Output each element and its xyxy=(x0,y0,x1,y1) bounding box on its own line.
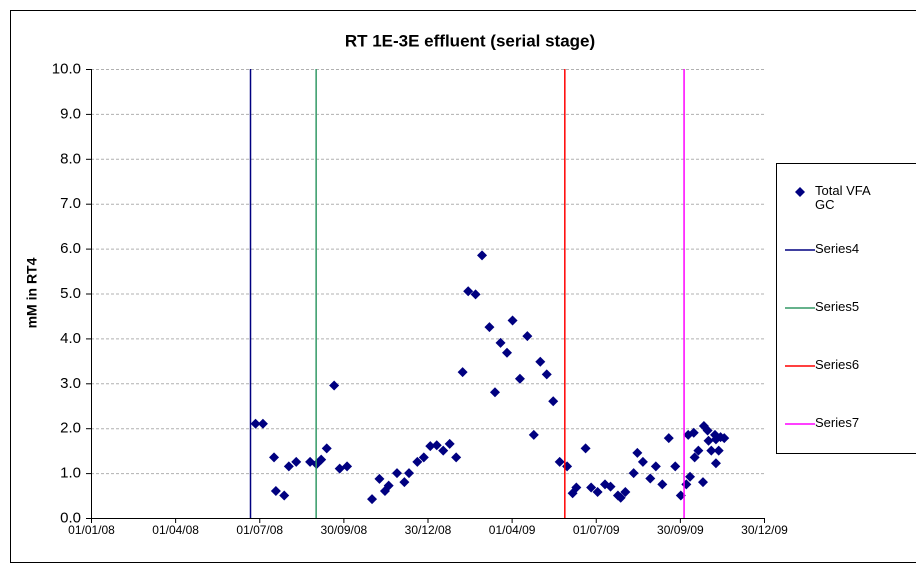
x-tick-label: 01/07/09 xyxy=(573,523,620,537)
y-tick-label: 1.0 xyxy=(60,465,81,482)
legend-symbol xyxy=(785,416,819,454)
x-tick-label: 30/12/08 xyxy=(405,523,452,537)
y-tick-label: 7.0 xyxy=(60,195,81,212)
chart-title: RT 1E-3E effluent (serial stage) xyxy=(345,31,595,50)
y-tick-label: 10.0 xyxy=(52,60,81,77)
x-tick-label: 30/12/09 xyxy=(741,523,788,537)
legend-symbol xyxy=(785,300,819,340)
legend-item: Series6 xyxy=(777,358,916,398)
y-tick-label: 8.0 xyxy=(60,150,81,167)
x-tick-label: 01/04/08 xyxy=(152,523,199,537)
x-tick-label: 30/09/08 xyxy=(321,523,368,537)
legend-symbol xyxy=(785,184,819,224)
legend-symbol xyxy=(785,242,819,282)
x-tick-label: 01/07/08 xyxy=(236,523,283,537)
legend: Total VFA GC Series4 Series5 Series6 Series7 xyxy=(776,163,916,454)
legend-item: Series7 xyxy=(777,416,916,454)
x-tick-label: 01/01/08 xyxy=(68,523,115,537)
legend-item: Series5 xyxy=(777,300,916,340)
legend-label: Series6 xyxy=(815,358,877,372)
y-axis-label: mM in RT4 xyxy=(24,257,40,328)
legend-symbol xyxy=(785,358,819,398)
legend-label: Series5 xyxy=(815,300,877,314)
y-tick-label: 4.0 xyxy=(60,330,81,347)
x-tick-label: 01/04/09 xyxy=(489,523,536,537)
y-tick-label: 6.0 xyxy=(60,240,81,257)
legend-item: Total VFA GC xyxy=(777,184,916,224)
legend-label: Series4 xyxy=(815,242,877,256)
x-tick-label: 30/09/09 xyxy=(657,523,704,537)
legend-label: Total VFA GC xyxy=(815,184,877,212)
y-tick-label: 3.0 xyxy=(60,375,81,392)
legend-item: Series4 xyxy=(777,242,916,282)
y-tick-label: 2.0 xyxy=(60,420,81,437)
y-tick-label: 9.0 xyxy=(60,105,81,122)
y-tick-label: 5.0 xyxy=(60,285,81,302)
legend-label: Series7 xyxy=(815,416,877,430)
legend-marker xyxy=(795,187,805,197)
